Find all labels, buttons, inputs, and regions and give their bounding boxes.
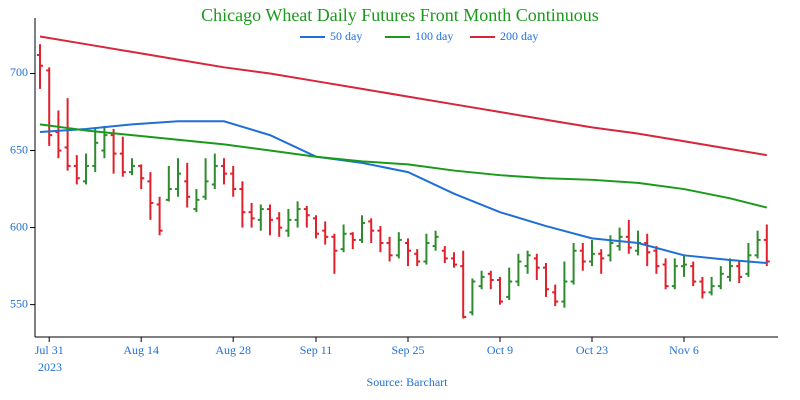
x-tick-label: Sep 11 [300, 343, 333, 357]
y-tick-label: 700 [10, 65, 28, 79]
ma-line [39, 123, 768, 209]
x-tick-label: Nov 6 [669, 343, 699, 357]
source: Source: Barchart [367, 375, 449, 389]
x-tick-label: Aug 14 [123, 343, 159, 357]
legend-label: 50 day [330, 29, 362, 43]
ma-line [39, 35, 767, 157]
x-tick-label: Sep 25 [392, 343, 425, 357]
x-tick-label: Oct 9 [487, 343, 513, 357]
ma-line [39, 120, 767, 265]
legend-label: 200 day [500, 29, 538, 43]
x-tick-label: Oct 23 [576, 343, 608, 357]
chart-title: Chicago Wheat Daily Futures Front Month … [201, 5, 599, 25]
x-tick-label: Aug 28 [215, 343, 251, 357]
x-year-label: 2023 [38, 360, 62, 374]
y-tick-label: 600 [10, 219, 28, 233]
x-tick-label: Jul 31 [35, 343, 64, 357]
legend-label: 100 day [415, 29, 453, 43]
y-tick-label: 550 [10, 296, 28, 310]
y-tick-label: 650 [10, 142, 28, 156]
